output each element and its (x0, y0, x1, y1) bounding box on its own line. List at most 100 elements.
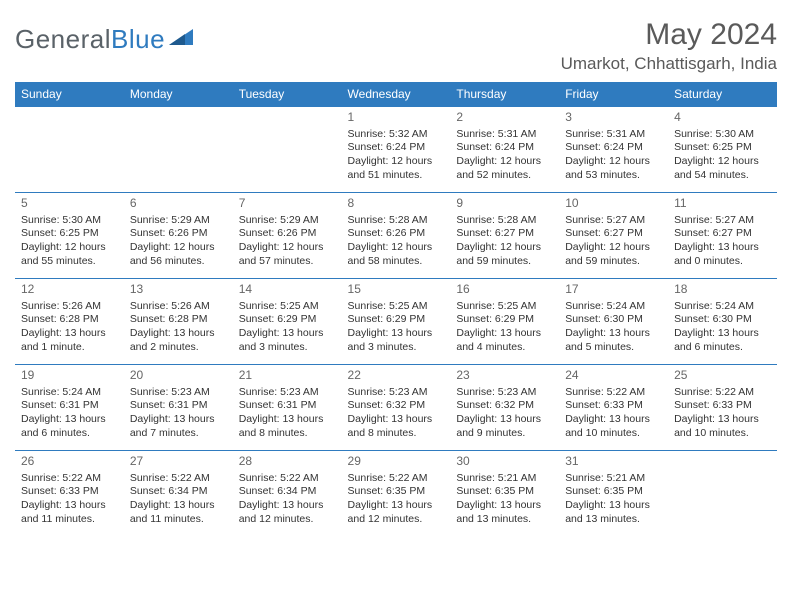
daylight-text: Daylight: 12 hours (239, 241, 336, 255)
daylight-text: Daylight: 12 hours (456, 241, 553, 255)
sunset-text: Sunset: 6:27 PM (674, 227, 771, 241)
sunset-text: Sunset: 6:35 PM (565, 485, 662, 499)
sunrise-text: Sunrise: 5:22 AM (674, 386, 771, 400)
sunrise-text: Sunrise: 5:24 AM (674, 300, 771, 314)
calendar-day-cell: 14Sunrise: 5:25 AMSunset: 6:29 PMDayligh… (233, 279, 342, 365)
day-number: 13 (130, 282, 227, 298)
calendar-day-cell (233, 107, 342, 193)
calendar-day-cell: 6Sunrise: 5:29 AMSunset: 6:26 PMDaylight… (124, 193, 233, 279)
daylight-text: and 4 minutes. (456, 341, 553, 355)
calendar-day-cell: 8 Sunrise: 5:28 AMSunset: 6:26 PMDaylight… (342, 193, 451, 279)
daylight-text: and 11 minutes. (130, 513, 227, 527)
calendar-day-cell: 29Sunrise: 5:22 AMSunset: 6:35 PMDayligh… (342, 451, 451, 537)
sunset-text: Sunset: 6:33 PM (21, 485, 118, 499)
calendar-day-cell: 24Sunrise: 5:22 AMSunset: 6:33 PMDayligh… (559, 365, 668, 451)
calendar-day-cell: 1Sunrise: 5:32 AMSunset: 6:24 PMDaylight… (342, 107, 451, 193)
sunset-text: Sunset: 6:32 PM (348, 399, 445, 413)
daylight-text: and 3 minutes. (239, 341, 336, 355)
logo-triangle-icon (169, 27, 195, 52)
daylight-text: and 6 minutes. (674, 341, 771, 355)
sunset-text: Sunset: 6:30 PM (674, 313, 771, 327)
daylight-text: and 53 minutes. (565, 169, 662, 183)
day-number: 29 (348, 454, 445, 470)
calendar-day-cell: 27Sunrise: 5:22 AMSunset: 6:34 PMDayligh… (124, 451, 233, 537)
daylight-text: Daylight: 13 hours (456, 413, 553, 427)
daylight-text: and 7 minutes. (130, 427, 227, 441)
calendar-day-cell (124, 107, 233, 193)
sunset-text: Sunset: 6:28 PM (130, 313, 227, 327)
daylight-text: Daylight: 13 hours (239, 413, 336, 427)
calendar-day-cell: 5Sunrise: 5:30 AMSunset: 6:25 PMDaylight… (15, 193, 124, 279)
brand-logo: GeneralBlue (15, 24, 195, 55)
day-number: 1 (348, 110, 445, 126)
day-number: 6 (130, 196, 227, 212)
sunrise-text: Sunrise: 5:28 AM (456, 214, 553, 228)
daylight-text: Daylight: 13 hours (130, 413, 227, 427)
weekday-header: Tuesday (233, 82, 342, 107)
weekday-header: Sunday (15, 82, 124, 107)
sunset-text: Sunset: 6:24 PM (456, 141, 553, 155)
calendar-day-cell: 17Sunrise: 5:24 AMSunset: 6:30 PMDayligh… (559, 279, 668, 365)
day-number: 26 (21, 454, 118, 470)
sunset-text: Sunset: 6:33 PM (674, 399, 771, 413)
sunset-text: Sunset: 6:31 PM (21, 399, 118, 413)
sunset-text: Sunset: 6:32 PM (456, 399, 553, 413)
day-number: 9 (456, 196, 553, 212)
weekday-header: Friday (559, 82, 668, 107)
calendar-day-cell (15, 107, 124, 193)
title-block: May 2024 Umarkot, Chhattisgarh, India (561, 18, 777, 74)
daylight-text: Daylight: 12 hours (348, 241, 445, 255)
sunrise-text: Sunrise: 5:25 AM (456, 300, 553, 314)
day-number: 7 (239, 196, 336, 212)
day-number: 23 (456, 368, 553, 384)
sunrise-text: Sunrise: 5:31 AM (456, 128, 553, 142)
calendar-day-cell: 22Sunrise: 5:23 AMSunset: 6:32 PMDayligh… (342, 365, 451, 451)
day-number: 5 (21, 196, 118, 212)
sunrise-text: Sunrise: 5:29 AM (239, 214, 336, 228)
daylight-text: and 58 minutes. (348, 255, 445, 269)
calendar-week-row: 1Sunrise: 5:32 AMSunset: 6:24 PMDaylight… (15, 107, 777, 193)
sunrise-text: Sunrise: 5:30 AM (674, 128, 771, 142)
day-number: 4 (674, 110, 771, 126)
day-number: 27 (130, 454, 227, 470)
daylight-text: and 2 minutes. (130, 341, 227, 355)
sunrise-text: Sunrise: 5:26 AM (130, 300, 227, 314)
daylight-text: Daylight: 13 hours (348, 327, 445, 341)
calendar-day-cell: 7Sunrise: 5:29 AMSunset: 6:26 PMDaylight… (233, 193, 342, 279)
day-number: 28 (239, 454, 336, 470)
daylight-text: and 13 minutes. (456, 513, 553, 527)
sunrise-text: Sunrise: 5:22 AM (239, 472, 336, 486)
day-number: 11 (674, 196, 771, 212)
calendar-day-cell: 12Sunrise: 5:26 AMSunset: 6:28 PMDayligh… (15, 279, 124, 365)
sunrise-text: Sunrise: 5:24 AM (565, 300, 662, 314)
day-number: 2 (456, 110, 553, 126)
daylight-text: Daylight: 13 hours (565, 327, 662, 341)
calendar-day-cell (668, 451, 777, 537)
daylight-text: and 9 minutes. (456, 427, 553, 441)
sunrise-text: Sunrise: 5:23 AM (239, 386, 336, 400)
day-number: 8 (348, 196, 445, 212)
daylight-text: and 1 minute. (21, 341, 118, 355)
sunset-text: Sunset: 6:27 PM (456, 227, 553, 241)
sunrise-text: Sunrise: 5:27 AM (674, 214, 771, 228)
weekday-header-row: Sunday Monday Tuesday Wednesday Thursday… (15, 82, 777, 107)
sunset-text: Sunset: 6:31 PM (130, 399, 227, 413)
day-number: 17 (565, 282, 662, 298)
sunrise-text: Sunrise: 5:31 AM (565, 128, 662, 142)
sunset-text: Sunset: 6:26 PM (130, 227, 227, 241)
daylight-text: and 57 minutes. (239, 255, 336, 269)
day-number: 21 (239, 368, 336, 384)
sunrise-text: Sunrise: 5:22 AM (130, 472, 227, 486)
daylight-text: and 8 minutes. (239, 427, 336, 441)
daylight-text: Daylight: 12 hours (674, 155, 771, 169)
weekday-header: Thursday (450, 82, 559, 107)
weekday-header: Saturday (668, 82, 777, 107)
sunset-text: Sunset: 6:26 PM (348, 227, 445, 241)
daylight-text: Daylight: 13 hours (674, 241, 771, 255)
sunrise-text: Sunrise: 5:28 AM (348, 214, 445, 228)
daylight-text: Daylight: 13 hours (130, 499, 227, 513)
calendar-week-row: 5Sunrise: 5:30 AMSunset: 6:25 PMDaylight… (15, 193, 777, 279)
day-number: 22 (348, 368, 445, 384)
sunrise-text: Sunrise: 5:29 AM (130, 214, 227, 228)
daylight-text: Daylight: 13 hours (348, 499, 445, 513)
